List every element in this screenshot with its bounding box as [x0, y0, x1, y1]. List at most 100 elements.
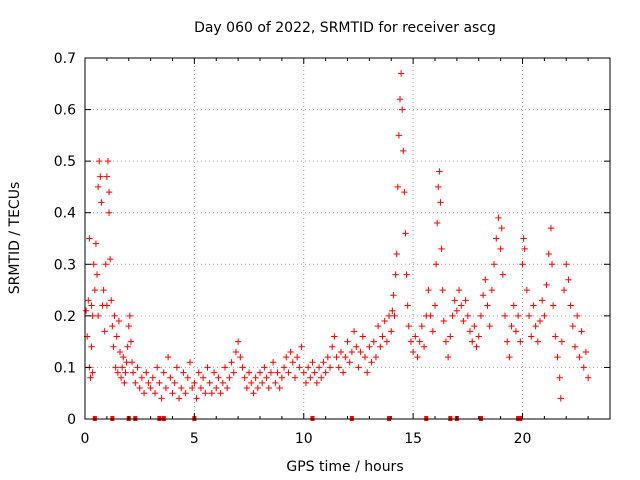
data-point: [427, 312, 434, 320]
data-point: [523, 286, 531, 294]
data-point: [444, 353, 452, 361]
data-point: [397, 70, 405, 77]
data-point: [508, 322, 515, 330]
data-point: [416, 338, 423, 345]
data-point: [381, 317, 388, 325]
data-point: [395, 132, 403, 139]
data-point: [503, 338, 511, 345]
data-point: [109, 322, 116, 330]
data-point: [401, 188, 408, 196]
data-point: [366, 343, 373, 350]
data-point: [94, 183, 102, 191]
data-point: [274, 369, 281, 376]
data-point: [374, 322, 382, 330]
data-point: [248, 379, 255, 387]
data-point: [435, 183, 442, 191]
data-point: [230, 369, 237, 376]
data-point: [234, 338, 242, 345]
data-point: [440, 317, 447, 325]
data-point: [186, 359, 194, 366]
data-point: [219, 379, 227, 387]
data-point: [569, 322, 577, 330]
data-point: [488, 286, 496, 294]
data-point: [477, 312, 485, 320]
data-point: [134, 364, 141, 371]
data-point: [296, 364, 303, 371]
data-point: [82, 307, 90, 314]
x-tick-label: 0: [81, 431, 90, 447]
data-point: [138, 374, 146, 381]
data-point: [458, 302, 465, 309]
data-point: [311, 369, 318, 376]
data-point: [471, 322, 478, 330]
data-point: [180, 369, 187, 376]
data-point: [278, 374, 286, 381]
data-point: [158, 395, 165, 402]
data-point: [102, 261, 109, 268]
data-point: [389, 307, 396, 314]
data-point: [193, 395, 200, 402]
data-point: [103, 173, 111, 180]
data-point: [287, 348, 294, 356]
data-point: [280, 364, 288, 371]
data-point: [217, 390, 224, 397]
data-point: [91, 286, 99, 294]
data-point: [228, 359, 235, 366]
data-point: [403, 271, 410, 278]
data-point: [449, 312, 456, 320]
data-point: [563, 261, 570, 268]
data-point: [272, 379, 279, 387]
x-tick-label: 15: [404, 431, 422, 447]
data-point: [313, 379, 321, 387]
data-point: [156, 379, 163, 387]
y-tick-label: 0.6: [54, 103, 76, 119]
data-point: [93, 271, 101, 278]
data-point: [571, 343, 579, 350]
data-point: [468, 338, 476, 345]
data-point: [188, 384, 196, 392]
data-point: [501, 312, 509, 320]
data-point: [252, 374, 259, 381]
data-point: [534, 338, 542, 345]
data-point: [100, 286, 107, 294]
data-point: [473, 343, 480, 350]
data-point: [372, 353, 380, 361]
x-tick-label: 5: [190, 431, 199, 447]
data-point: [409, 348, 417, 356]
data-point: [202, 390, 209, 397]
data-point: [432, 261, 440, 268]
data-point: [126, 312, 134, 320]
data-point: [400, 147, 407, 155]
data-point: [359, 333, 367, 340]
data-point: [101, 328, 108, 335]
data-point: [453, 307, 461, 314]
data-point: [525, 312, 533, 320]
data-point: [206, 379, 213, 387]
data-point: [521, 245, 528, 253]
data-point: [195, 369, 202, 376]
data-point: [178, 384, 185, 392]
data-point: [328, 343, 336, 350]
data-point: [545, 250, 552, 258]
data-point: [335, 364, 342, 371]
data-point: [350, 328, 358, 335]
data-point: [547, 224, 555, 232]
data-point: [512, 328, 520, 335]
data-point: [117, 374, 125, 381]
data-point: [267, 369, 275, 376]
data-point: [506, 353, 513, 361]
x-tick-label: 10: [295, 431, 313, 447]
data-point: [412, 333, 419, 340]
data-point: [353, 343, 360, 350]
data-point: [97, 173, 104, 180]
data-point: [204, 364, 211, 371]
chart-title: Day 060 of 2022, SRMTID for receiver asc…: [194, 20, 496, 36]
data-point: [223, 384, 231, 392]
data-point: [232, 348, 240, 356]
data-point: [363, 369, 371, 376]
data-point: [293, 353, 301, 361]
data-point: [125, 322, 132, 330]
data-point: [197, 384, 205, 392]
data-point: [322, 369, 329, 376]
data-point: [368, 359, 375, 366]
